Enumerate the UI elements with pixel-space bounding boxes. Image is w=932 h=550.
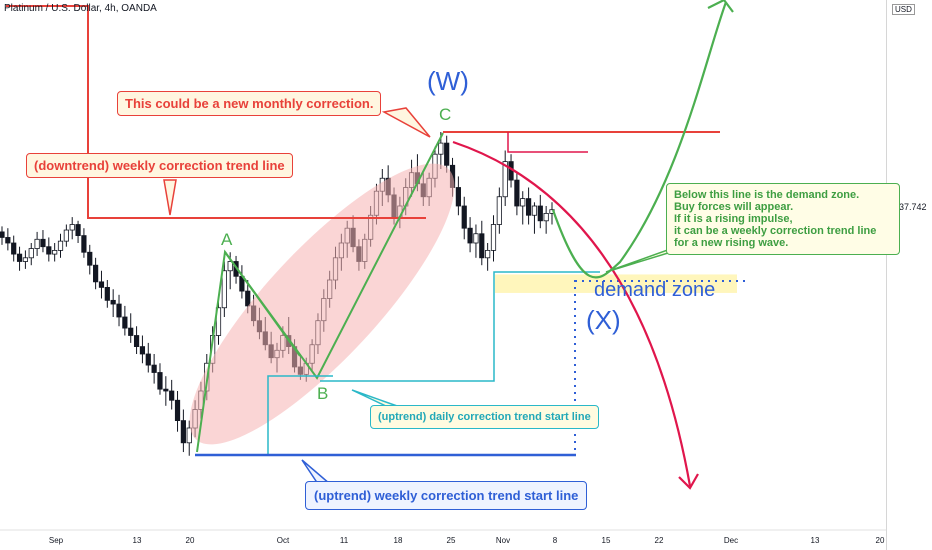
point-a-label: A — [221, 230, 233, 249]
monthly-correction-callout: This could be a new monthly correction. — [117, 91, 382, 116]
point-c-label: C — [439, 105, 452, 124]
a-b-trend-line — [224, 251, 301, 357]
candle-body — [93, 264, 99, 283]
time-tick-label: 25 — [447, 536, 456, 545]
candle-body — [163, 388, 169, 392]
wave-x-label: (X) — [586, 305, 621, 335]
candle-body — [22, 257, 29, 262]
candle-body — [5, 237, 11, 244]
candle-body — [485, 249, 491, 259]
demand-zone-label: demand zone — [594, 279, 716, 301]
candle-body — [11, 242, 17, 255]
candle-body — [455, 187, 461, 207]
candle-body — [479, 233, 485, 259]
candle-body — [122, 316, 128, 329]
bullish-arrow-head — [707, 0, 734, 13]
candle-body — [104, 286, 110, 301]
time-tick-label: 8 — [553, 536, 558, 545]
time-tick-label: 13 — [133, 536, 142, 545]
candle-body — [245, 290, 251, 307]
candle-body — [34, 238, 40, 249]
downtrend-trend-line — [6, 5, 426, 219]
candle-body — [139, 346, 146, 355]
point-b-label: B — [317, 384, 329, 403]
downtrend-callout: (downtrend) weekly correction trend line — [26, 153, 293, 178]
candle-body — [81, 235, 87, 253]
candle-body — [221, 270, 227, 309]
candle-body — [444, 142, 450, 166]
candle-body — [531, 205, 538, 216]
demand-zone-band — [495, 274, 737, 293]
bullish-projection-curve — [551, 1, 728, 279]
candle-body — [520, 198, 526, 207]
candle-body — [514, 179, 520, 207]
candle-body — [116, 303, 122, 318]
candle-body — [75, 224, 81, 236]
candle-body — [543, 212, 549, 222]
candle-body — [157, 372, 163, 390]
symbol-title: Platinum / U.S. Dollar, 4h, OANDA — [4, 3, 157, 14]
candle-body — [110, 299, 116, 305]
candle-body — [98, 281, 105, 288]
time-tick-label: 13 — [811, 536, 820, 545]
time-tick-label: 22 — [655, 536, 664, 545]
candle-body — [473, 233, 479, 244]
time-tick-label: 20 — [186, 536, 195, 545]
time-tick-label: Dec — [724, 536, 738, 545]
time-tick-label: Oct — [277, 536, 290, 545]
demand-callout-text: Below this line is the demand zone. Buy … — [674, 189, 877, 249]
bearish-projection-curve — [452, 140, 692, 487]
candle-body — [502, 161, 508, 198]
candle-body — [461, 205, 467, 229]
candle-body — [145, 353, 151, 366]
monthly-callout-pointer — [381, 107, 431, 138]
downtrend-callout-pointer — [163, 179, 177, 216]
candle-body — [40, 238, 46, 248]
candle-body — [525, 198, 532, 216]
demand-zone-callout: Below this line is the demand zone. Buy … — [666, 183, 900, 255]
time-tick-label: Nov — [496, 536, 510, 545]
daily-start-line-left — [267, 375, 333, 455]
candle-body — [52, 249, 58, 255]
correction-ellipse — [189, 163, 455, 445]
price-axis[interactable] — [886, 0, 932, 550]
time-tick-label: 15 — [602, 536, 611, 545]
wave-w-label: (W) — [427, 66, 469, 96]
daily-trend-callout: (uptrend) daily correction trend start l… — [370, 405, 599, 429]
candle-body — [128, 327, 134, 336]
daily-start-line-right — [320, 271, 600, 382]
candle-body — [69, 224, 75, 231]
candle-body — [215, 307, 222, 336]
candle-body — [467, 227, 473, 244]
candle-body — [490, 224, 497, 251]
candle-body — [438, 142, 444, 155]
candle-body — [174, 399, 181, 422]
bearish-arrow-head — [678, 473, 699, 490]
time-tick-label: Sep — [49, 536, 64, 545]
time-tick-label: 18 — [394, 536, 403, 545]
candle-body — [57, 240, 64, 251]
candle-body — [151, 364, 157, 373]
candle-body — [46, 246, 52, 255]
candle-body — [180, 420, 186, 444]
weekly-trend-callout: (uptrend) weekly correction trend start … — [305, 481, 588, 510]
candle-body — [537, 205, 543, 222]
currency-label[interactable]: USD — [892, 4, 915, 15]
time-tick-label: 11 — [340, 536, 349, 545]
recent-high-line — [507, 132, 588, 153]
candle-body — [133, 335, 140, 348]
candle-body — [63, 229, 69, 242]
candle-body — [16, 253, 23, 262]
time-tick-label: 20 — [876, 536, 885, 545]
candle-body — [227, 261, 233, 272]
candle-body — [186, 427, 192, 444]
candle-body — [28, 248, 34, 259]
candle-body — [169, 390, 175, 401]
candle-body — [87, 251, 93, 266]
candle-body — [496, 196, 502, 225]
candle-body — [0, 231, 5, 238]
